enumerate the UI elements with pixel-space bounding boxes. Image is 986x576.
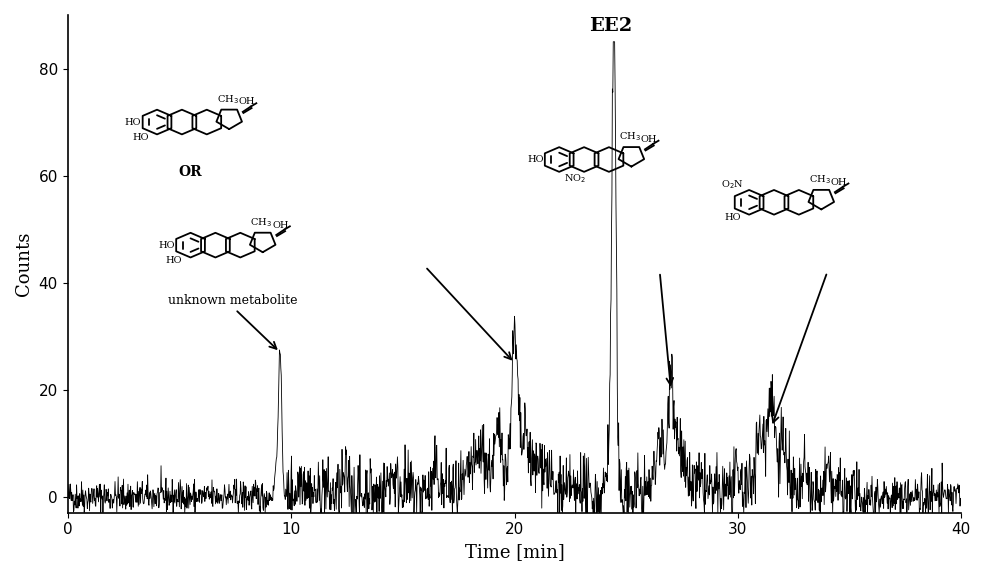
Text: HO: HO	[159, 241, 175, 249]
Text: OH: OH	[272, 221, 289, 230]
Text: NO$_2$: NO$_2$	[564, 172, 587, 185]
X-axis label: Time [min]: Time [min]	[464, 543, 564, 561]
Text: OH: OH	[641, 135, 658, 144]
Text: HO: HO	[132, 132, 149, 142]
Y-axis label: Counts: Counts	[15, 232, 33, 296]
Text: CH$_3$: CH$_3$	[619, 131, 641, 143]
Text: O$_2$N: O$_2$N	[722, 179, 744, 191]
Text: OR: OR	[178, 165, 202, 179]
Text: CH$_3$: CH$_3$	[217, 93, 239, 106]
Text: unknown metabolite: unknown metabolite	[169, 294, 298, 307]
Text: HO: HO	[725, 213, 740, 222]
Text: CH$_3$: CH$_3$	[809, 173, 831, 186]
Text: CH$_3$: CH$_3$	[250, 216, 272, 229]
Text: HO: HO	[125, 118, 141, 127]
Text: OH: OH	[239, 97, 255, 107]
Text: HO: HO	[166, 256, 182, 264]
Text: EE2: EE2	[589, 17, 632, 35]
Text: HO: HO	[527, 155, 543, 164]
Text: OH: OH	[831, 178, 847, 187]
